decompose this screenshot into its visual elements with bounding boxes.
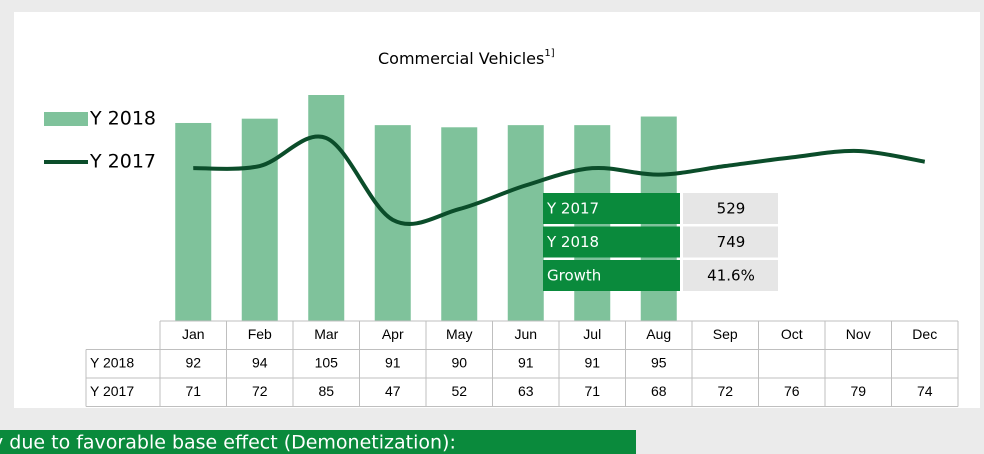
cell: 47 bbox=[385, 383, 401, 399]
cell: 90 bbox=[451, 354, 467, 370]
x-tick-label: Nov bbox=[846, 326, 871, 342]
summary-value-bg bbox=[683, 193, 778, 224]
cell: 92 bbox=[185, 354, 201, 370]
cell: 63 bbox=[518, 383, 534, 399]
x-tick-label: Feb bbox=[248, 326, 272, 342]
summary-label: Y 2018 bbox=[546, 233, 599, 251]
title: Commercial Vehicles bbox=[378, 49, 544, 68]
cell: 72 bbox=[252, 383, 268, 399]
cell: 52 bbox=[451, 383, 467, 399]
legend-label: Y 2017 bbox=[89, 151, 156, 173]
x-tick-label: Oct bbox=[781, 326, 803, 342]
cell: 79 bbox=[850, 383, 866, 399]
x-tick-label: Jun bbox=[514, 326, 537, 342]
legend-label: Y 2018 bbox=[89, 108, 156, 130]
cell: 91 bbox=[584, 354, 600, 370]
summary-value: 41.6% bbox=[707, 267, 755, 285]
cell: 85 bbox=[318, 383, 334, 399]
summary-label: Growth bbox=[547, 267, 601, 285]
bar bbox=[441, 127, 478, 322]
cell: 94 bbox=[252, 354, 268, 370]
x-tick-label: Mar bbox=[314, 326, 338, 342]
banner-bg bbox=[0, 430, 636, 454]
panel bbox=[14, 12, 980, 408]
summary-label-bg bbox=[543, 226, 680, 258]
x-tick-label: Apr bbox=[382, 326, 404, 342]
cell: 105 bbox=[315, 354, 339, 370]
x-tick-label: Sep bbox=[713, 326, 738, 342]
cell: 71 bbox=[185, 383, 201, 399]
bar bbox=[241, 118, 278, 321]
x-tick-label: Dec bbox=[912, 326, 937, 342]
summary-value-bg bbox=[683, 226, 778, 258]
summary-value: 749 bbox=[717, 233, 746, 251]
summary-value: 529 bbox=[717, 200, 746, 218]
summary-label-bg bbox=[543, 193, 680, 224]
cell: 74 bbox=[917, 383, 933, 399]
bar bbox=[175, 122, 212, 321]
cell: 91 bbox=[385, 354, 401, 370]
cell: 76 bbox=[784, 383, 800, 399]
x-tick-label: Jul bbox=[583, 326, 601, 342]
bar bbox=[308, 95, 345, 321]
chart-title: Commercial Vehicles1] bbox=[378, 48, 555, 68]
x-tick-label: Jan bbox=[182, 326, 205, 342]
summary-value-bg bbox=[683, 260, 778, 291]
line bbox=[193, 134, 926, 226]
row-label: Y 2017 bbox=[90, 383, 134, 399]
banner: y due to favorable base effect (Demoneti… bbox=[0, 432, 456, 454]
cell: 91 bbox=[518, 354, 534, 370]
cell: 95 bbox=[651, 354, 667, 370]
x-tick-label: May bbox=[446, 326, 472, 342]
title-note: 1] bbox=[544, 48, 554, 59]
summary-label-bg bbox=[543, 260, 680, 291]
x-tick-label: Aug bbox=[646, 326, 671, 342]
summary-label: Y 2017 bbox=[546, 200, 599, 218]
cell: 72 bbox=[717, 383, 733, 399]
cell: 68 bbox=[651, 383, 667, 399]
cell: 71 bbox=[584, 383, 600, 399]
row-label: Y 2018 bbox=[90, 354, 134, 370]
bar bbox=[507, 125, 544, 321]
legend-swatch bbox=[44, 112, 88, 126]
